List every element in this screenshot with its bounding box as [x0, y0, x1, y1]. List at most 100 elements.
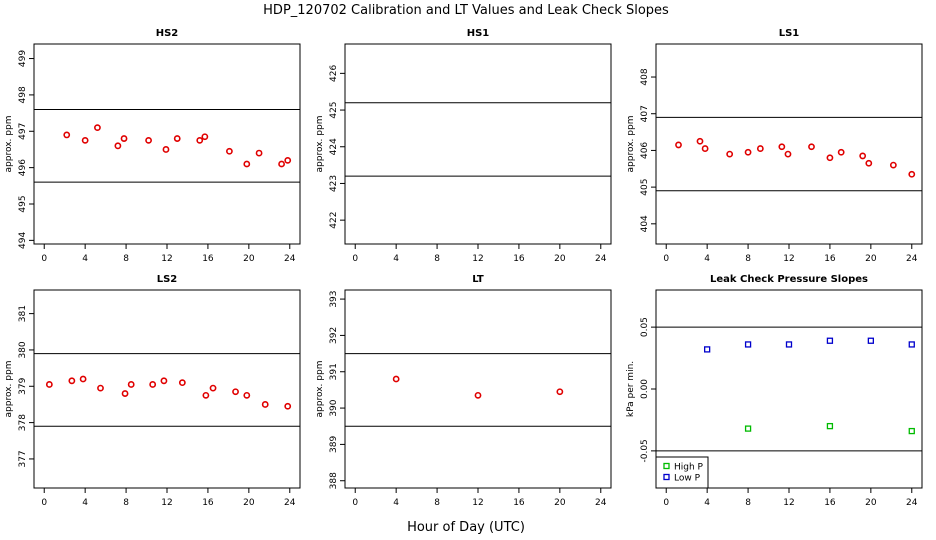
data-point	[232, 388, 239, 396]
panel-title: HS1	[467, 28, 490, 39]
x-tick-label: 4	[704, 498, 710, 508]
y-tick-label: 408	[640, 68, 650, 85]
x-tick-label: 16	[513, 498, 525, 508]
data-point	[474, 391, 482, 399]
x-tick-label: 0	[663, 254, 669, 264]
data-point	[121, 390, 129, 397]
data-point	[744, 425, 752, 432]
y-tick-label: 388	[329, 472, 339, 489]
data-point	[284, 156, 292, 164]
x-tick-label: 16	[202, 254, 214, 264]
panel-leak: Leak Check Pressure Slopes kPa per min. 0 4…	[626, 274, 923, 508]
plot-frame	[33, 289, 301, 489]
panel-title: Leak Check Pressure Slopes	[710, 274, 868, 285]
data-point	[201, 133, 209, 141]
y-axis-label: approx. ppm	[4, 116, 14, 173]
data-point	[675, 141, 682, 149]
data-point	[701, 145, 709, 152]
figure-title: HDP_120702 Calibration and LT Values and…	[263, 3, 669, 18]
y-tick-label: 426	[329, 64, 339, 81]
data-point	[79, 375, 87, 383]
y-tick-label: 425	[329, 101, 339, 118]
x-tick-label: 24	[284, 254, 296, 264]
plot-frame	[344, 43, 612, 245]
x-tick-label: 20	[243, 498, 255, 508]
data-point	[45, 381, 53, 388]
y-tick-label: -0.05	[640, 439, 650, 462]
y-tick-label: 407	[640, 105, 650, 122]
x-tick-label: 8	[745, 498, 751, 508]
data-point	[826, 422, 834, 430]
x-tick-label: 24	[906, 254, 918, 264]
data-point	[196, 136, 204, 144]
plot-frame	[344, 289, 612, 489]
data-point	[261, 401, 269, 408]
data-point	[392, 375, 400, 383]
data-point	[908, 427, 915, 435]
data-point	[556, 388, 564, 396]
data-point	[284, 402, 292, 410]
x-tick-label: 4	[82, 498, 88, 508]
x-tick-label: 12	[783, 498, 794, 508]
x-tick-label: 8	[434, 498, 440, 508]
x-tick-label: 20	[554, 254, 566, 264]
data-point	[278, 160, 285, 168]
x-tick-label: 20	[243, 254, 255, 264]
legend-label: High P	[674, 463, 704, 473]
y-tick-label: 389	[329, 436, 339, 453]
data-point	[114, 142, 122, 150]
panel-ls1: LS1 approx. ppm 0 4 8 12 16 20 24 404 405 406 407 408	[626, 28, 923, 264]
data-point	[63, 131, 71, 139]
data-point	[255, 149, 263, 157]
x-tick-label: 8	[434, 254, 440, 264]
data-point	[68, 377, 76, 385]
plot-frame	[655, 43, 923, 245]
panel-title: LT	[472, 274, 484, 285]
y-axis-label: approx. ppm	[315, 361, 325, 418]
data-point	[889, 161, 897, 169]
plot-frame	[33, 43, 301, 245]
x-tick-label: 24	[595, 254, 607, 264]
x-tick-label: 24	[906, 498, 918, 508]
x-tick-label: 24	[284, 498, 296, 508]
y-tick-label: 498	[18, 86, 28, 103]
data-point	[726, 150, 734, 158]
legend-marker	[663, 473, 670, 481]
y-tick-label: 381	[18, 305, 28, 322]
data-point	[826, 337, 834, 344]
x-tick-label: 24	[595, 498, 607, 508]
y-tick-label: 404	[640, 215, 650, 232]
x-tick-label: 4	[393, 254, 399, 264]
data-point	[867, 337, 874, 344]
y-tick-label: 392	[329, 327, 339, 344]
data-point	[127, 381, 135, 388]
data-point	[173, 135, 181, 142]
y-tick-label: 0.00	[640, 379, 650, 399]
y-axis-label: approx. ppm	[626, 116, 636, 173]
figure-xlabel: Hour of Day (UTC)	[407, 520, 525, 535]
y-tick-label: 496	[18, 159, 28, 176]
data-point	[243, 160, 251, 168]
x-tick-label: 4	[82, 254, 88, 264]
data-point	[226, 147, 233, 155]
panel-ls2: LS2 approx. ppm 0 4 8 12 16 20 24 377 378 379 380 381	[4, 274, 301, 508]
x-tick-label: 12	[472, 498, 483, 508]
data-point	[859, 152, 867, 160]
data-point	[97, 384, 104, 392]
data-point	[808, 143, 815, 151]
panel-title: LS1	[779, 28, 800, 39]
data-point	[202, 391, 210, 399]
y-axis-label: approx. ppm	[315, 116, 325, 173]
x-tick-label: 8	[123, 498, 129, 508]
data-point	[837, 148, 845, 156]
data-point	[704, 346, 711, 353]
x-tick-label: 0	[41, 254, 47, 264]
data-point	[865, 159, 873, 167]
y-tick-label: 0.05	[640, 317, 650, 337]
x-tick-label: 16	[513, 254, 525, 264]
y-axis-label: kPa per min.	[626, 361, 636, 417]
data-point	[785, 341, 793, 348]
x-tick-label: 0	[352, 254, 358, 264]
x-tick-label: 8	[123, 254, 129, 264]
